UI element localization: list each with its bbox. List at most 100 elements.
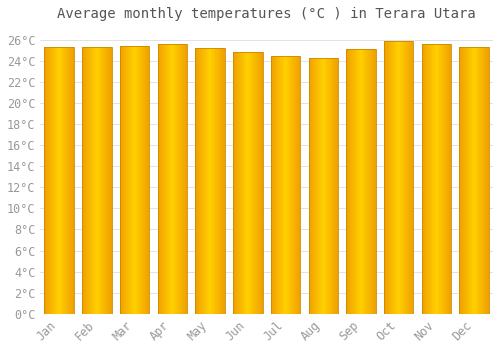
Bar xyxy=(131,46,132,314)
Bar xyxy=(298,56,299,314)
Bar xyxy=(336,57,337,314)
Bar xyxy=(204,48,205,314)
Bar xyxy=(368,49,369,314)
Bar xyxy=(235,52,236,314)
Bar xyxy=(215,48,216,314)
Bar xyxy=(65,47,66,314)
Bar xyxy=(85,47,86,314)
Bar xyxy=(163,44,164,314)
Bar xyxy=(488,47,489,314)
Bar xyxy=(469,47,470,314)
Bar xyxy=(398,41,400,314)
Bar xyxy=(352,49,353,314)
Bar xyxy=(210,48,212,314)
Bar xyxy=(54,47,55,314)
Bar xyxy=(217,48,218,314)
Bar xyxy=(293,56,294,314)
Bar xyxy=(363,49,364,314)
Bar xyxy=(124,46,125,314)
Bar xyxy=(82,47,112,314)
Bar xyxy=(396,41,397,314)
Bar xyxy=(391,41,392,314)
Bar xyxy=(315,57,316,314)
Bar xyxy=(271,56,300,314)
Bar xyxy=(127,46,128,314)
Bar xyxy=(208,48,209,314)
Bar xyxy=(431,44,432,314)
Bar xyxy=(98,47,100,314)
Bar xyxy=(196,48,225,314)
Bar xyxy=(308,57,338,314)
Bar xyxy=(477,47,478,314)
Bar xyxy=(44,47,74,314)
Bar xyxy=(252,52,253,314)
Bar xyxy=(463,47,464,314)
Bar xyxy=(422,44,423,314)
Bar xyxy=(334,57,335,314)
Bar xyxy=(430,44,431,314)
Bar xyxy=(122,46,123,314)
Bar xyxy=(464,47,465,314)
Bar xyxy=(364,49,365,314)
Bar xyxy=(206,48,207,314)
Bar xyxy=(158,44,159,314)
Bar xyxy=(69,47,70,314)
Bar xyxy=(250,52,251,314)
Bar xyxy=(309,57,310,314)
Bar xyxy=(487,47,488,314)
Bar xyxy=(349,49,350,314)
Bar xyxy=(172,44,173,314)
Bar xyxy=(369,49,370,314)
Bar xyxy=(108,47,110,314)
Bar xyxy=(329,57,330,314)
Bar xyxy=(355,49,356,314)
Bar xyxy=(465,47,466,314)
Bar xyxy=(196,48,197,314)
Bar xyxy=(170,44,171,314)
Bar xyxy=(62,47,64,314)
Bar xyxy=(218,48,219,314)
Bar xyxy=(102,47,103,314)
Bar xyxy=(322,57,324,314)
Bar xyxy=(438,44,439,314)
Bar xyxy=(49,47,50,314)
Bar xyxy=(289,56,290,314)
Bar xyxy=(56,47,57,314)
Bar xyxy=(320,57,321,314)
Bar xyxy=(239,52,240,314)
Bar xyxy=(361,49,362,314)
Bar xyxy=(177,44,178,314)
Bar xyxy=(233,52,262,314)
Bar xyxy=(164,44,166,314)
Bar xyxy=(87,47,88,314)
Bar xyxy=(335,57,336,314)
Bar xyxy=(61,47,62,314)
Bar xyxy=(284,56,285,314)
Bar xyxy=(308,57,309,314)
Bar xyxy=(290,56,291,314)
Bar xyxy=(142,46,143,314)
Bar xyxy=(178,44,179,314)
Bar xyxy=(384,41,414,314)
Bar xyxy=(137,46,138,314)
Bar xyxy=(110,47,111,314)
Bar xyxy=(392,41,393,314)
Bar xyxy=(254,52,255,314)
Bar xyxy=(179,44,180,314)
Bar xyxy=(394,41,395,314)
Bar xyxy=(460,47,461,314)
Bar xyxy=(449,44,450,314)
Bar xyxy=(462,47,463,314)
Bar xyxy=(171,44,172,314)
Bar xyxy=(247,52,248,314)
Bar xyxy=(120,46,121,314)
Bar xyxy=(104,47,105,314)
Bar xyxy=(412,41,413,314)
Bar xyxy=(103,47,104,314)
Bar xyxy=(388,41,390,314)
Bar xyxy=(90,47,91,314)
Bar xyxy=(72,47,74,314)
Bar xyxy=(253,52,254,314)
Bar xyxy=(437,44,438,314)
Bar xyxy=(283,56,284,314)
